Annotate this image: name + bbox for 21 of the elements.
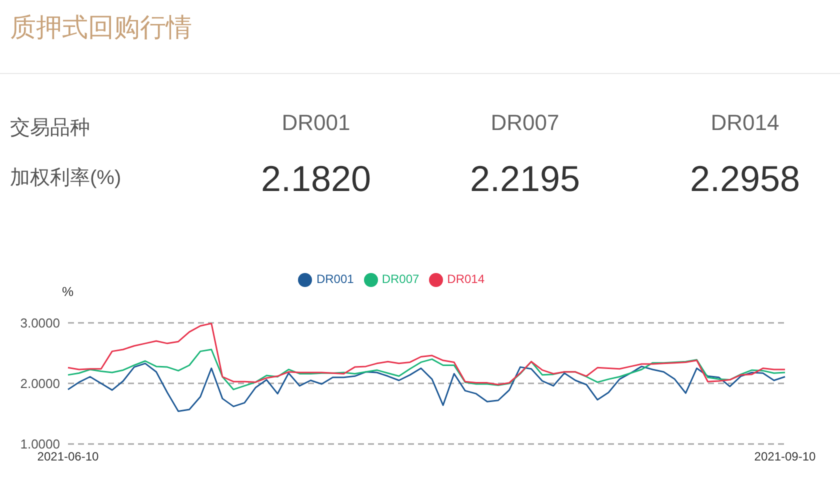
legend-label: DR001: [316, 272, 354, 286]
text: DR014: [710, 110, 780, 136]
text: DR001: [280, 110, 352, 136]
text: 质押式回购行情: [10, 11, 192, 44]
y-tick-label: 1.0000: [20, 436, 60, 452]
text: 2.1820: [260, 158, 372, 200]
x-tick-label: 2021-09-10: [754, 450, 816, 464]
line-series: [67, 322, 786, 386]
text: 交易品种: [10, 116, 90, 141]
legend-label: DR007: [382, 272, 420, 286]
line-series: [67, 362, 786, 412]
x-tick-label: 2021-06-10: [37, 450, 100, 464]
text: 2.2958: [688, 158, 802, 200]
y-tick-label: 3.0000: [20, 315, 60, 330]
text: DR007: [490, 110, 560, 136]
text: 加权利率(%): [10, 166, 122, 191]
legend-label: DR014: [447, 272, 485, 286]
y-tick-label: 2.0000: [20, 376, 60, 392]
y-axis-title: %: [62, 284, 74, 299]
line-series: [67, 348, 786, 390]
text: 2.2195: [468, 158, 582, 200]
